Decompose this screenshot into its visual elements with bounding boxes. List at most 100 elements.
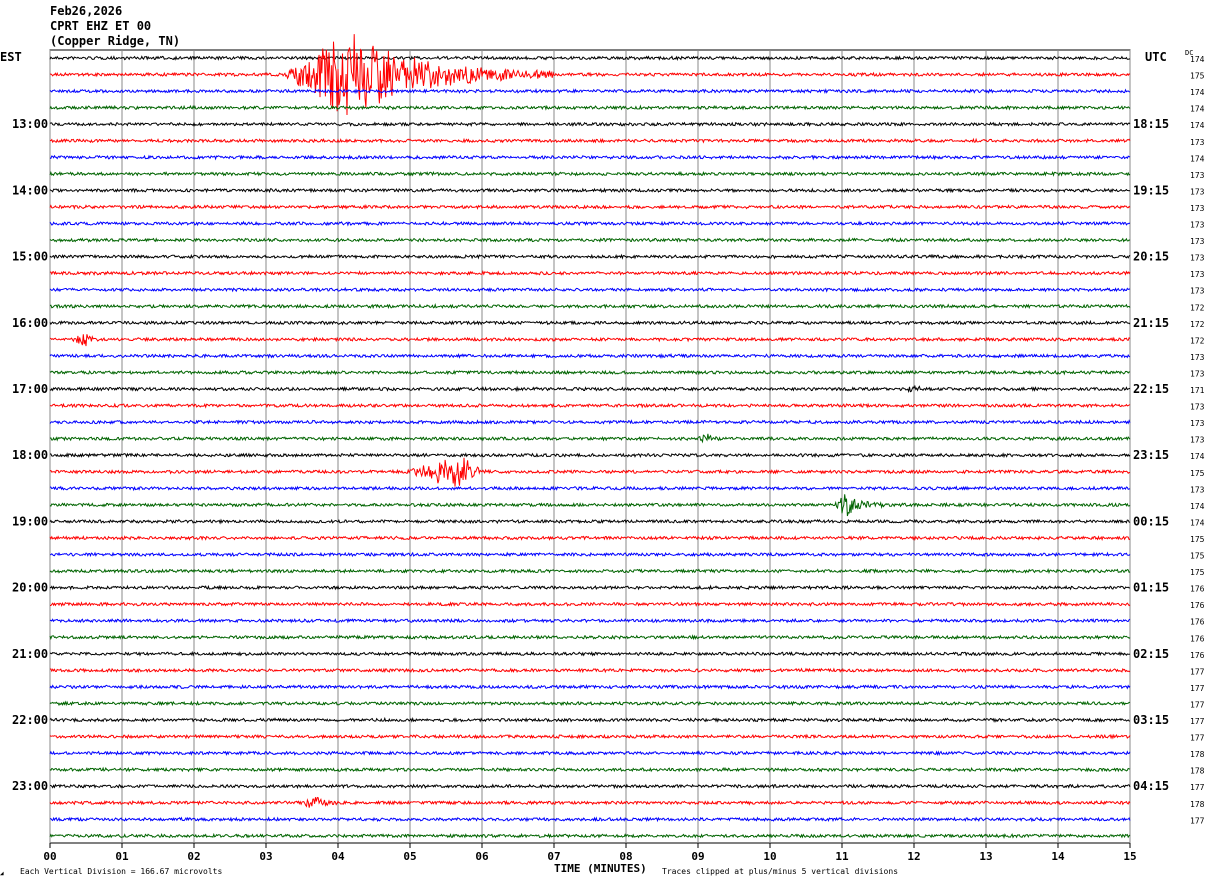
dc-offset-label: 173: [1190, 287, 1205, 296]
clip-note: Traces clipped at plus/minus 5 vertical …: [662, 867, 899, 876]
dc-offset-label: 175: [1190, 552, 1205, 561]
location-label: (Copper Ridge, TN): [50, 34, 181, 48]
dc-offset-label: 173: [1190, 187, 1205, 196]
right-hour-label: 22:15: [1133, 382, 1169, 396]
dc-offset-label: 173: [1190, 138, 1205, 147]
dc-offset-label: 177: [1190, 717, 1205, 726]
dc-offset-label: 173: [1190, 485, 1205, 494]
dc-offset-label: 173: [1190, 237, 1205, 246]
x-tick-label: 06: [475, 850, 489, 863]
dc-offset-label: 173: [1190, 436, 1205, 445]
seismic-trace: [49, 634, 1131, 641]
left-hour-label: 21:00: [12, 647, 48, 661]
dc-offset-label: 176: [1190, 601, 1205, 610]
seismic-trace: [49, 452, 1131, 459]
left-hour-label: 16:00: [12, 316, 48, 330]
seismic-trace: [49, 457, 1131, 487]
left-hour-label: 23:00: [12, 779, 48, 793]
x-tick-label: 15: [1123, 850, 1136, 863]
x-tick-label: 00: [43, 850, 56, 863]
seismic-trace: [49, 568, 1131, 574]
dc-offset-label: 173: [1190, 254, 1205, 263]
dc-offset-label: 174: [1190, 518, 1205, 527]
right-hour-label: 02:15: [1133, 647, 1169, 661]
left-timezone-label: EST: [0, 50, 22, 64]
right-hour-label: 18:15: [1133, 117, 1169, 131]
dc-offset-label: 175: [1190, 469, 1205, 478]
dc-offset-label: 174: [1190, 452, 1205, 461]
seismic-trace: [49, 650, 1131, 657]
seismic-trace: [49, 750, 1131, 757]
seismic-trace: [49, 303, 1131, 310]
dc-offset-label: 171: [1190, 386, 1205, 395]
dc-offset-label: 176: [1190, 618, 1205, 627]
dc-offset-label: 174: [1190, 154, 1205, 163]
left-hour-label: 18:00: [12, 448, 48, 462]
x-tick-label: 12: [907, 850, 920, 863]
dc-offset-label: 172: [1190, 336, 1205, 345]
dc-offset-label: 176: [1190, 634, 1205, 643]
seismic-trace: [49, 204, 1131, 211]
dc-offset-label: 174: [1190, 502, 1205, 511]
label-group: 00 01 02 03 04 05 06 07 08 09 10 11 12 13 14 15 174 175 17…: [12, 55, 1205, 863]
seismic-trace: [49, 716, 1131, 723]
dc-offset-label: 172: [1190, 303, 1205, 312]
x-tick-label: 07: [547, 850, 560, 863]
seismic-trace: [49, 816, 1131, 823]
dc-offset-label: 174: [1190, 55, 1205, 64]
x-tick-label: 02: [187, 850, 200, 863]
right-hour-label: 21:15: [1133, 316, 1169, 330]
dc-offset-label: 177: [1190, 783, 1205, 792]
right-timezone-label: UTC: [1145, 50, 1167, 64]
seismic-trace: [49, 154, 1131, 161]
x-tick-label: 01: [115, 850, 129, 863]
seismic-trace: [49, 551, 1131, 558]
left-hour-label: 17:00: [12, 382, 48, 396]
x-tick-label: 14: [1051, 850, 1065, 863]
seismic-trace: [49, 832, 1131, 839]
seismic-trace: [49, 684, 1131, 690]
seismic-trace: [50, 601, 1131, 608]
seismic-trace: [49, 733, 1131, 740]
x-tick-label: 05: [403, 850, 416, 863]
seismic-trace: [49, 617, 1131, 624]
seismic-trace: [49, 518, 1131, 525]
seismic-trace: [49, 170, 1131, 177]
seismic-trace: [49, 783, 1131, 790]
dc-offset-label: 173: [1190, 204, 1205, 213]
dc-label: DC: [1185, 49, 1194, 57]
trace-group: [49, 34, 1131, 839]
seismic-trace: [49, 402, 1131, 409]
seismic-trace: [49, 535, 1131, 541]
logo-mark-icon: ◢: [0, 870, 4, 877]
seismic-trace: [49, 104, 1131, 111]
left-hour-label: 15:00: [12, 250, 48, 264]
dc-offset-label: 177: [1190, 734, 1205, 743]
dc-offset-label: 176: [1190, 585, 1205, 594]
dc-offset-label: 173: [1190, 403, 1205, 412]
seismic-trace: [49, 433, 1131, 444]
station-label: CPRT EHZ ET 00: [50, 19, 152, 33]
seismic-trace: [49, 237, 1131, 243]
left-hour-label: 22:00: [12, 713, 48, 727]
seismic-trace: [49, 187, 1131, 194]
seismic-trace: [49, 352, 1131, 359]
dc-offset-label: 173: [1190, 270, 1205, 279]
dc-offset-label: 174: [1190, 105, 1205, 114]
right-hour-label: 01:15: [1133, 581, 1169, 595]
seismic-trace: [49, 419, 1131, 425]
dc-offset-label: 177: [1190, 816, 1205, 825]
seismic-trace: [49, 121, 1131, 128]
left-hour-label: 13:00: [12, 117, 48, 131]
dc-offset-label: 174: [1190, 121, 1205, 130]
x-axis-label: TIME (MINUTES): [554, 862, 647, 875]
seismic-trace: [49, 796, 1131, 808]
dc-offset-label: 173: [1190, 419, 1205, 428]
dc-offset-label: 177: [1190, 684, 1205, 693]
dc-offset-label: 175: [1190, 535, 1205, 544]
left-hour-label: 20:00: [12, 581, 48, 595]
right-hour-label: 19:15: [1133, 183, 1169, 197]
dc-offset-label: 173: [1190, 221, 1205, 230]
dc-offset-label: 173: [1190, 369, 1205, 378]
